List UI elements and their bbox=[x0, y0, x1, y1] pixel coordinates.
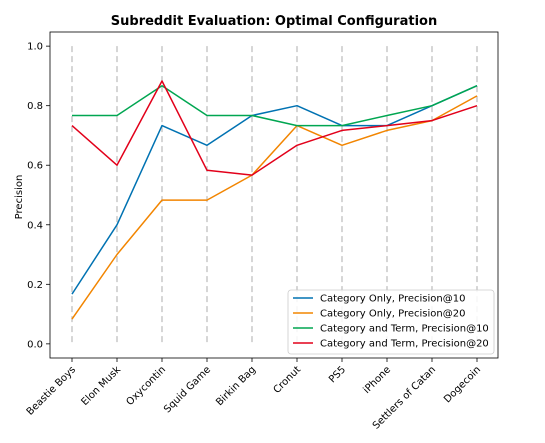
x-tick-label: iPhone bbox=[361, 364, 393, 396]
y-tick-label: 0.4 bbox=[27, 220, 43, 231]
legend-entry: Category Only, Precision@10 bbox=[320, 294, 465, 305]
legend-entry: Category and Term, Precision@20 bbox=[320, 339, 489, 350]
y-tick-label: 0.2 bbox=[27, 280, 43, 291]
y-tick-label: 0.6 bbox=[27, 161, 43, 172]
series-line bbox=[71, 80, 478, 176]
y-axis: 0.0 0.2 0.4 0.6 0.8 1.0 bbox=[27, 42, 50, 350]
x-tick-label: PS5 bbox=[327, 364, 348, 385]
legend-entry: Category Only, Precision@20 bbox=[320, 309, 465, 320]
x-tick-label: Birkin Bag bbox=[214, 364, 258, 408]
y-axis-label: Precision bbox=[14, 175, 25, 220]
legend-entry: Category and Term, Precision@10 bbox=[320, 324, 489, 335]
series-line bbox=[72, 84, 478, 127]
x-tick-label: Oxycontin bbox=[124, 364, 168, 408]
x-tick-label: Elon Musk bbox=[79, 364, 123, 408]
chart-title: Subreddit Evaluation: Optimal Configurat… bbox=[111, 14, 437, 29]
series-lines bbox=[71, 80, 478, 320]
x-tick-label: Squid Game bbox=[162, 364, 213, 415]
x-tick-label: Beastie Boys bbox=[25, 364, 78, 417]
y-tick-label: 0.8 bbox=[27, 101, 43, 112]
plot-frame bbox=[49, 31, 499, 359]
x-tick-label: Dogecoin bbox=[442, 364, 483, 405]
y-tick-label: 1.0 bbox=[27, 42, 43, 53]
y-tick-label: 0.0 bbox=[27, 339, 43, 350]
series-line bbox=[71, 95, 478, 320]
legend: Category Only, Precision@10 Category Only… bbox=[287, 289, 495, 355]
series-line bbox=[71, 85, 478, 295]
x-tick-label: Cronut bbox=[272, 364, 304, 396]
legend-frame bbox=[287, 289, 495, 355]
